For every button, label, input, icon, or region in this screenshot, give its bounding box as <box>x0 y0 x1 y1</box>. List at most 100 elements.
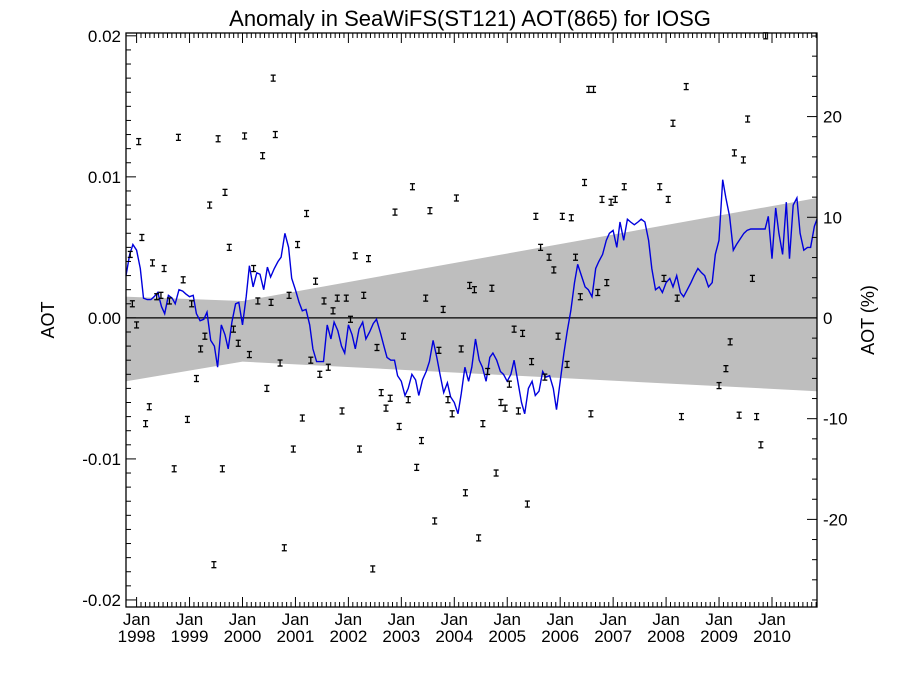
data-point <box>533 212 539 220</box>
data-point <box>683 82 689 91</box>
x-tick-label-year: 2004 <box>435 627 473 646</box>
data-point <box>146 403 152 411</box>
data-point <box>149 259 155 267</box>
data-point <box>440 305 446 314</box>
data-point <box>198 345 204 353</box>
data-point <box>136 137 142 146</box>
data-point <box>657 183 663 191</box>
data-point <box>317 370 323 378</box>
data-point <box>414 463 420 472</box>
data-point <box>352 252 358 260</box>
data-point <box>286 291 292 299</box>
data-point <box>277 359 283 367</box>
data-point <box>357 445 363 453</box>
x-tick-label-month: Jan <box>176 610 203 629</box>
data-point <box>325 363 331 371</box>
data-point <box>489 284 495 292</box>
data-point <box>418 436 424 445</box>
data-point <box>595 288 601 297</box>
y-tick-label-right: 20 <box>823 108 842 127</box>
data-point <box>599 195 605 204</box>
data-point <box>678 412 684 421</box>
data-point <box>591 85 597 94</box>
y-tick-label-left: 0.01 <box>88 168 121 187</box>
data-point <box>458 345 464 353</box>
data-point <box>161 264 167 273</box>
y-axis-right-ticks: 20 10 0 -10 -20 <box>807 35 848 601</box>
data-point <box>445 396 451 404</box>
y-tick-label-left: 0.00 <box>88 309 121 328</box>
data-point <box>226 243 232 252</box>
data-point <box>378 388 384 397</box>
x-tick-label-month: Jan <box>494 610 521 629</box>
data-point <box>127 250 133 259</box>
y-axis-right-label: AOT (%) <box>858 285 878 355</box>
data-point <box>230 325 236 333</box>
data-point <box>339 407 345 415</box>
data-point <box>396 422 402 431</box>
data-point <box>564 360 570 369</box>
band-polygon <box>126 198 817 392</box>
data-point <box>264 384 270 393</box>
data-point <box>134 321 140 329</box>
data-point <box>392 208 398 216</box>
data-point <box>427 207 433 215</box>
data-point <box>511 325 517 333</box>
data-point <box>621 183 627 191</box>
x-tick-label-month: Jan <box>599 610 626 629</box>
data-point <box>361 291 367 299</box>
data-point <box>251 264 257 273</box>
data-point <box>189 300 195 308</box>
data-point <box>661 274 667 283</box>
data-point <box>577 293 583 301</box>
chart-title: Anomaly in SeaWiFS(ST121) AOT(865) for I… <box>229 6 711 31</box>
data-point <box>387 394 393 402</box>
data-point <box>754 412 760 421</box>
data-point <box>749 274 755 283</box>
data-point <box>758 441 764 449</box>
data-point <box>270 74 276 82</box>
x-tick-label-year: 2006 <box>541 627 579 646</box>
data-point <box>493 469 499 477</box>
data-point <box>453 194 459 202</box>
x-tick-label-year: 2009 <box>700 627 738 646</box>
x-tick-label-month: Jan <box>705 610 732 629</box>
y-tick-label-left: 0.02 <box>88 27 121 46</box>
x-tick-label-month: Jan <box>335 610 362 629</box>
data-point <box>330 307 336 315</box>
data-point <box>467 281 473 290</box>
x-tick-label-year: 1998 <box>118 627 156 646</box>
data-point <box>143 420 149 428</box>
x-tick-label-year: 2007 <box>594 627 632 646</box>
y-axis-left-label: AOT <box>38 301 58 338</box>
y-tick-label-right: -10 <box>823 410 848 429</box>
data-point <box>405 396 411 404</box>
trend-confidence-band <box>126 198 817 392</box>
x-tick-label-month: Jan <box>282 610 309 629</box>
x-tick-label-year: 2010 <box>753 627 791 646</box>
data-point <box>582 178 588 187</box>
data-point <box>219 465 225 473</box>
data-point <box>129 300 135 308</box>
data-point <box>272 130 278 139</box>
y-tick-label-right: -20 <box>823 510 848 529</box>
x-tick-label-month: Jan <box>546 610 573 629</box>
x-tick-label-month: Jan <box>388 610 415 629</box>
data-point <box>502 404 508 412</box>
x-tick-label-year: 2003 <box>382 627 420 646</box>
data-point <box>436 346 442 354</box>
data-point <box>400 332 406 340</box>
data-point <box>268 298 274 307</box>
y-tick-label-right: 10 <box>823 208 842 227</box>
data-point <box>207 201 213 209</box>
x-tick-label-month: Jan <box>123 610 150 629</box>
data-point <box>139 233 145 242</box>
data-point <box>246 350 252 359</box>
x-tick-label-month: Jan <box>652 610 679 629</box>
data-point <box>716 381 722 390</box>
x-tick-label-month: Jan <box>229 610 256 629</box>
data-point <box>180 276 186 284</box>
data-point <box>423 294 429 302</box>
data-point <box>348 315 354 323</box>
